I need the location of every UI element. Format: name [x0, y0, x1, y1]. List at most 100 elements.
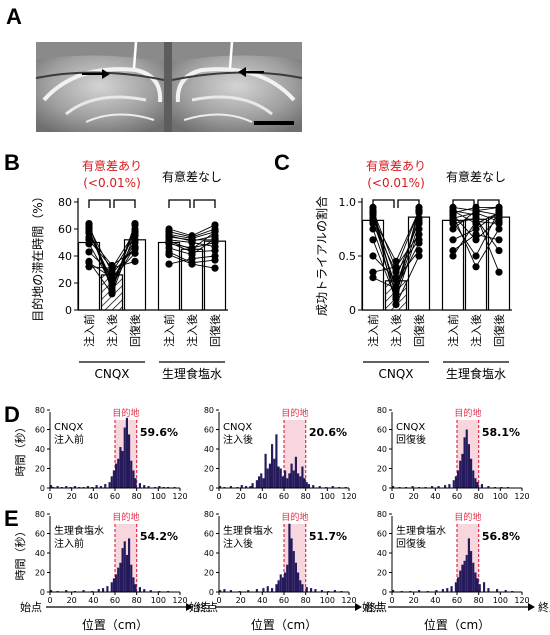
y-tick-label: 80 [377, 510, 387, 519]
histogram-bar [65, 590, 68, 592]
y-tick-label: 20 [377, 569, 387, 578]
data-point [449, 225, 457, 233]
panel-letter-a: A [6, 4, 22, 29]
y-tick-label: 60 [35, 426, 45, 435]
data-point [188, 238, 196, 247]
histogram-bar [229, 486, 232, 488]
data-point [85, 248, 93, 256]
y-tick-label: 60 [377, 426, 387, 435]
x-tick-label: 120 [514, 596, 529, 605]
data-point [415, 207, 423, 215]
start-label: 始点 [362, 600, 384, 614]
histogram-bar [277, 580, 280, 592]
histogram-bar [307, 484, 310, 488]
condition-label: CNQX [54, 422, 83, 433]
data-point [131, 257, 139, 265]
data-point [392, 276, 400, 284]
histogram-bar [480, 484, 483, 488]
y-tick-label: 40 [204, 445, 214, 454]
category-label: 注入前 [366, 314, 380, 347]
histogram-bar [467, 538, 470, 592]
histogram-bar [305, 587, 308, 592]
condition-label: 回復後 [396, 537, 426, 550]
y-tick-label: 0 [382, 588, 387, 597]
data-point [415, 214, 423, 222]
histogram-bar [262, 478, 265, 488]
histogram-bar [314, 589, 317, 592]
histogram-bar [138, 587, 141, 592]
histogram-bar [275, 434, 278, 488]
y-tick-label: 0 [382, 484, 387, 493]
x-tick-label: 40 [430, 492, 440, 501]
histogram-bar [56, 486, 59, 488]
data-point [495, 209, 503, 217]
histogram-bar [292, 551, 295, 592]
data-point [449, 220, 457, 228]
target-label: 目的地 [112, 511, 139, 523]
data-point [369, 252, 377, 260]
data-point [369, 236, 377, 244]
data-point [449, 247, 457, 255]
histogram-bar [123, 541, 126, 592]
hemisphere-left [36, 55, 165, 132]
y-axis-label: 時間（秒） [13, 422, 27, 477]
histogram-bar [50, 590, 53, 592]
histogram-bar [411, 486, 414, 488]
y-tick-label: 0 [209, 588, 214, 597]
histogram-bar [294, 456, 297, 488]
end-label: 終点 [365, 600, 387, 614]
histogram-bar [303, 478, 306, 488]
group-label: 生理食塩水 [162, 366, 222, 381]
data-point [131, 244, 139, 252]
histogram-bar [496, 589, 499, 592]
x-tick-label: 100 [493, 492, 508, 501]
histogram-bar [467, 444, 470, 488]
significance-bracket [193, 199, 216, 208]
percent-label: 59.6% [140, 426, 178, 439]
x-tick-label: 0 [389, 596, 394, 605]
histogram-bar [301, 584, 304, 592]
arrow-head-icon [528, 603, 535, 611]
histogram-bar [448, 484, 451, 488]
x-tick-label: 100 [320, 596, 335, 605]
histogram-bar [392, 590, 395, 592]
x-tick-label: 40 [257, 596, 267, 605]
histogram-bar [279, 468, 282, 488]
data-point [131, 229, 139, 237]
y-tick-label: 80 [377, 406, 387, 415]
data-point [211, 247, 219, 255]
category-label: 注入後 [389, 314, 403, 347]
histogram-bar [465, 429, 468, 488]
y-tick-label: 80 [204, 406, 214, 415]
start-label: 始点 [189, 600, 211, 614]
histogram-bar [418, 590, 421, 592]
x-tick-label: 60 [452, 492, 462, 501]
y-tick-label: 20 [35, 569, 45, 578]
histogram-bar [392, 486, 395, 488]
histogram-bar [106, 586, 109, 592]
data-point [108, 280, 116, 288]
group-label: CNQX [94, 367, 129, 381]
significance-bracket [397, 199, 420, 208]
condition-label: 回復後 [396, 433, 426, 446]
x-axis-label: 位置（cm） [424, 617, 490, 632]
histogram-bar [132, 470, 135, 488]
significance-bracket [477, 199, 500, 208]
histogram-bar [130, 460, 133, 488]
y-tick-label: 0 [349, 304, 356, 317]
histogram-bar [504, 590, 507, 592]
histogram-bar [240, 485, 243, 488]
data-point [415, 247, 423, 255]
target-label: 目的地 [281, 511, 308, 523]
histogram-bar [275, 584, 278, 592]
data-point [495, 236, 503, 244]
x-tick-label: 100 [320, 492, 335, 501]
data-point [165, 251, 173, 259]
histogram-bar [463, 560, 466, 592]
x-tick-label: 20 [409, 492, 419, 501]
significance-label: 有意差なし [446, 169, 506, 184]
histogram-bar [454, 582, 457, 592]
x-tick-label: 0 [47, 596, 52, 605]
